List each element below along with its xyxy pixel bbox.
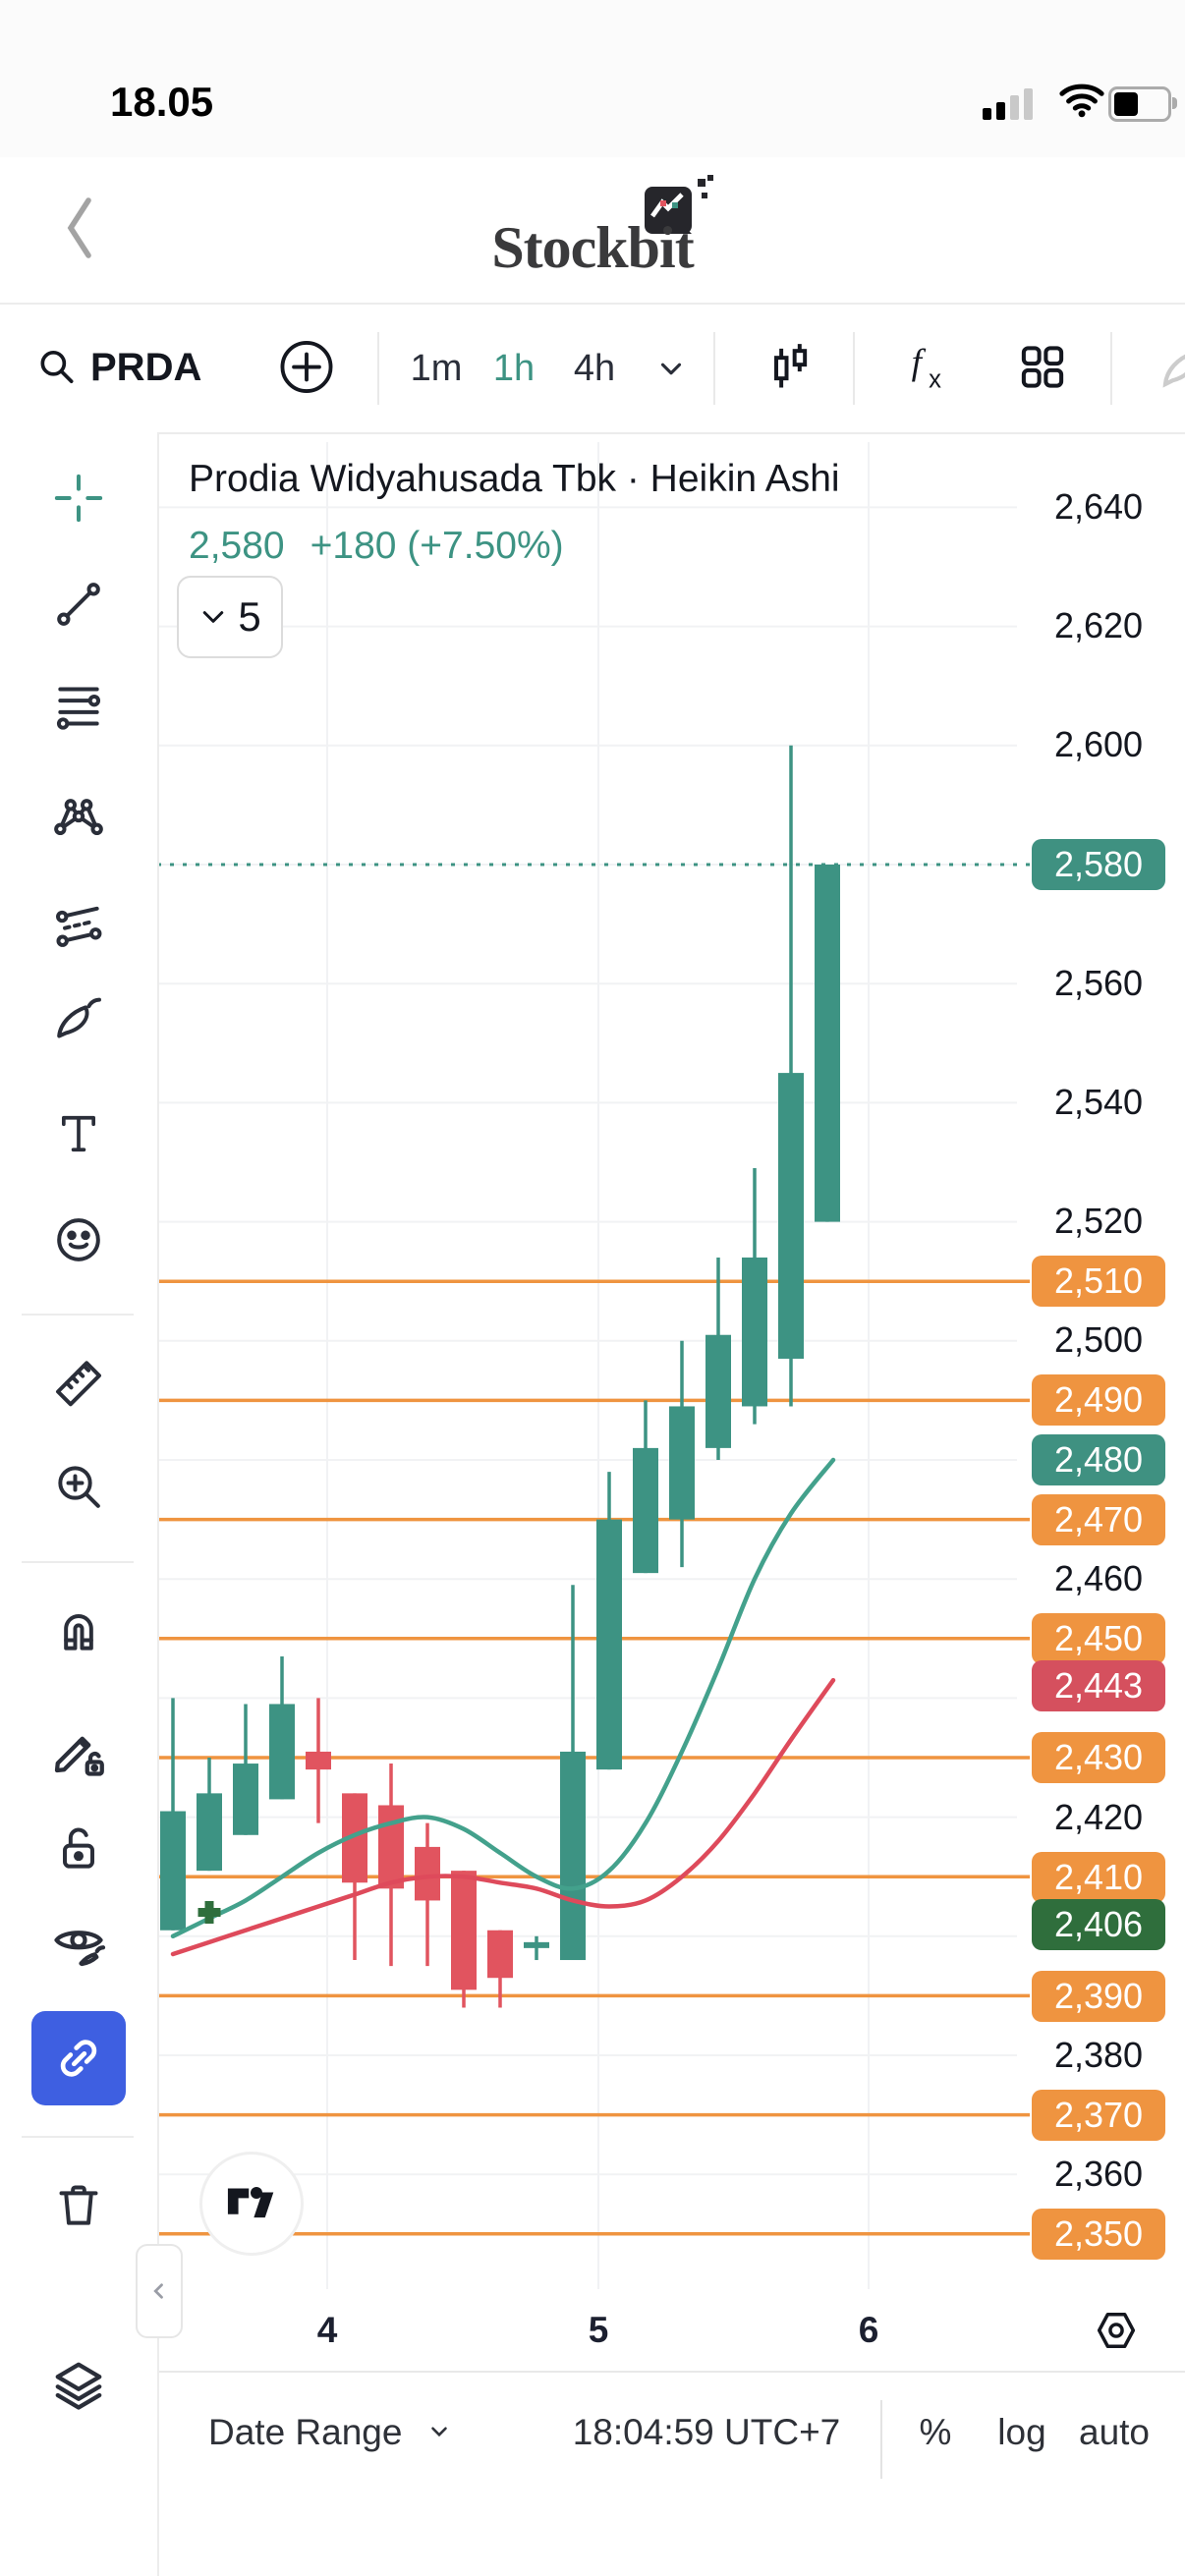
search-icon[interactable] bbox=[35, 346, 79, 394]
symbol-search-button[interactable]: PRDA bbox=[90, 346, 202, 389]
price-axis-label: 2,600 bbox=[1053, 724, 1144, 764]
sidebar-divider bbox=[22, 1561, 134, 1563]
sidebar-divider bbox=[22, 2136, 134, 2138]
chart-settings-icon[interactable] bbox=[1091, 2305, 1142, 2361]
chevron-down-icon bbox=[203, 611, 224, 623]
tool-lock-open-icon[interactable] bbox=[31, 1801, 126, 1895]
clock: 18.05 bbox=[110, 79, 214, 125]
price-level-badge: 2,430 bbox=[1032, 1732, 1165, 1783]
ma-fast-line bbox=[170, 1457, 836, 1939]
candlestick-style-icon[interactable] bbox=[762, 340, 818, 400]
timeframe-1m[interactable]: 1m bbox=[410, 348, 463, 389]
price-change: +180 (+7.50%) bbox=[310, 525, 564, 567]
price-axis-label: 2,380 bbox=[1053, 2035, 1144, 2075]
price-level-badge: 2,406 bbox=[1032, 1899, 1165, 1950]
chevron-down-icon[interactable] bbox=[654, 353, 688, 391]
sidebar-collapse-handle[interactable] bbox=[136, 2244, 183, 2338]
brush-disabled-icon bbox=[1156, 338, 1185, 402]
scale-option-auto[interactable]: auto bbox=[1078, 2412, 1151, 2452]
last-price: 2,580 bbox=[189, 525, 285, 567]
timeframe-4h[interactable]: 4h bbox=[573, 348, 616, 389]
tool-trash-icon[interactable] bbox=[31, 2157, 126, 2252]
ma-slow-line bbox=[170, 1677, 836, 1957]
price-level-badge: 2,443 bbox=[1032, 1660, 1165, 1711]
tool-hide-drawings-icon[interactable] bbox=[31, 1899, 126, 1993]
price-level-badge: 2,350 bbox=[1032, 2209, 1165, 2260]
tool-magnet-icon[interactable] bbox=[31, 1583, 126, 1677]
price-axis-label: 2,460 bbox=[1053, 1558, 1144, 1598]
wifi-icon bbox=[1059, 83, 1104, 123]
price-level-badge: 2,470 bbox=[1032, 1494, 1165, 1545]
session-clock: 18:04:59 UTC+7 bbox=[572, 2412, 841, 2452]
tool-zoom-in-icon[interactable] bbox=[31, 1439, 126, 1534]
tool-parallel-channel-icon[interactable] bbox=[31, 876, 126, 971]
scale-option-log[interactable]: log bbox=[997, 2412, 1046, 2452]
stockbit-logo: Stockbit bbox=[0, 157, 1185, 303]
scale-option-%[interactable]: % bbox=[919, 2412, 952, 2452]
price-axis-label: 2,640 bbox=[1053, 486, 1144, 527]
tool-brush-icon[interactable] bbox=[31, 972, 126, 1066]
tool-drawing-edit-lock-icon[interactable] bbox=[31, 1703, 126, 1797]
price-level-badge: 2,410 bbox=[1032, 1852, 1165, 1903]
logo-wordmark: Stockbit bbox=[491, 215, 694, 280]
price-level-badge: 2,580 bbox=[1032, 839, 1165, 890]
tool-fib-lines-icon[interactable] bbox=[31, 659, 126, 754]
chart-title: Prodia Widyahusada Tbk · Heikin Ashi bbox=[189, 458, 840, 500]
tool-ruler-icon[interactable] bbox=[31, 1334, 126, 1428]
chevron-down-icon bbox=[426, 2412, 452, 2453]
time-axis-label: 4 bbox=[316, 2310, 338, 2350]
interval-value: 5 bbox=[238, 593, 261, 640]
layout-grid-icon[interactable] bbox=[1016, 341, 1069, 399]
sidebar-divider bbox=[22, 1314, 134, 1316]
cross-marker bbox=[198, 1901, 221, 1925]
drawing-toolbar bbox=[0, 432, 183, 2576]
date-range-button[interactable]: Date Range bbox=[208, 2412, 452, 2453]
stockbit-logo-icon bbox=[641, 175, 717, 243]
price-level-badge: 2,370 bbox=[1032, 2090, 1165, 2141]
tradingview-logo[interactable] bbox=[199, 2152, 304, 2256]
chart-price-row: 2,580 +180 (+7.50%) bbox=[189, 525, 564, 568]
price-level-badge: 2,510 bbox=[1032, 1256, 1165, 1307]
time-axis-label: 5 bbox=[588, 2310, 609, 2350]
tool-emoji-icon[interactable] bbox=[31, 1193, 126, 1287]
price-axis-label: 2,420 bbox=[1053, 1797, 1144, 1837]
tool-trend-line-icon[interactable] bbox=[31, 557, 126, 651]
price-axis-label: 2,520 bbox=[1053, 1201, 1144, 1241]
price-level-badge: 2,490 bbox=[1032, 1374, 1165, 1426]
svg-text:x: x bbox=[929, 366, 941, 394]
interval-dropdown[interactable]: 5 bbox=[177, 576, 283, 658]
price-level-badge: 2,450 bbox=[1032, 1613, 1165, 1664]
tool-layers-icon[interactable] bbox=[31, 2338, 126, 2433]
timeframe-1h[interactable]: 1h bbox=[492, 348, 536, 389]
tool-crosshair-icon[interactable] bbox=[31, 451, 126, 545]
time-axis-label: 6 bbox=[858, 2310, 879, 2350]
price-axis-label: 2,560 bbox=[1053, 963, 1144, 1003]
add-circle-icon[interactable] bbox=[276, 337, 337, 403]
price-level-badge: 2,480 bbox=[1032, 1434, 1165, 1485]
price-level-badge: 2,390 bbox=[1032, 1971, 1165, 2022]
battery-icon bbox=[1108, 86, 1177, 122]
tool-xabcd-pattern-icon[interactable] bbox=[31, 769, 126, 864]
status-bar: 18.05 bbox=[0, 0, 1185, 157]
tool-text-tool-icon[interactable] bbox=[31, 1087, 126, 1181]
chart-footer: Date Range 18:04:59 UTC+7 % log auto bbox=[0, 2371, 1185, 2520]
tool-sync-drawings-icon[interactable] bbox=[31, 2011, 126, 2105]
app-header: Stockbit bbox=[0, 157, 1185, 303]
price-axis-label: 2,620 bbox=[1053, 605, 1144, 645]
price-axis-label: 2,540 bbox=[1053, 1082, 1144, 1122]
back-button[interactable] bbox=[57, 189, 104, 267]
price-axis-label: 2,360 bbox=[1053, 2154, 1144, 2194]
price-axis-label: 2,500 bbox=[1053, 1319, 1144, 1360]
signal-icon bbox=[983, 84, 1055, 124]
